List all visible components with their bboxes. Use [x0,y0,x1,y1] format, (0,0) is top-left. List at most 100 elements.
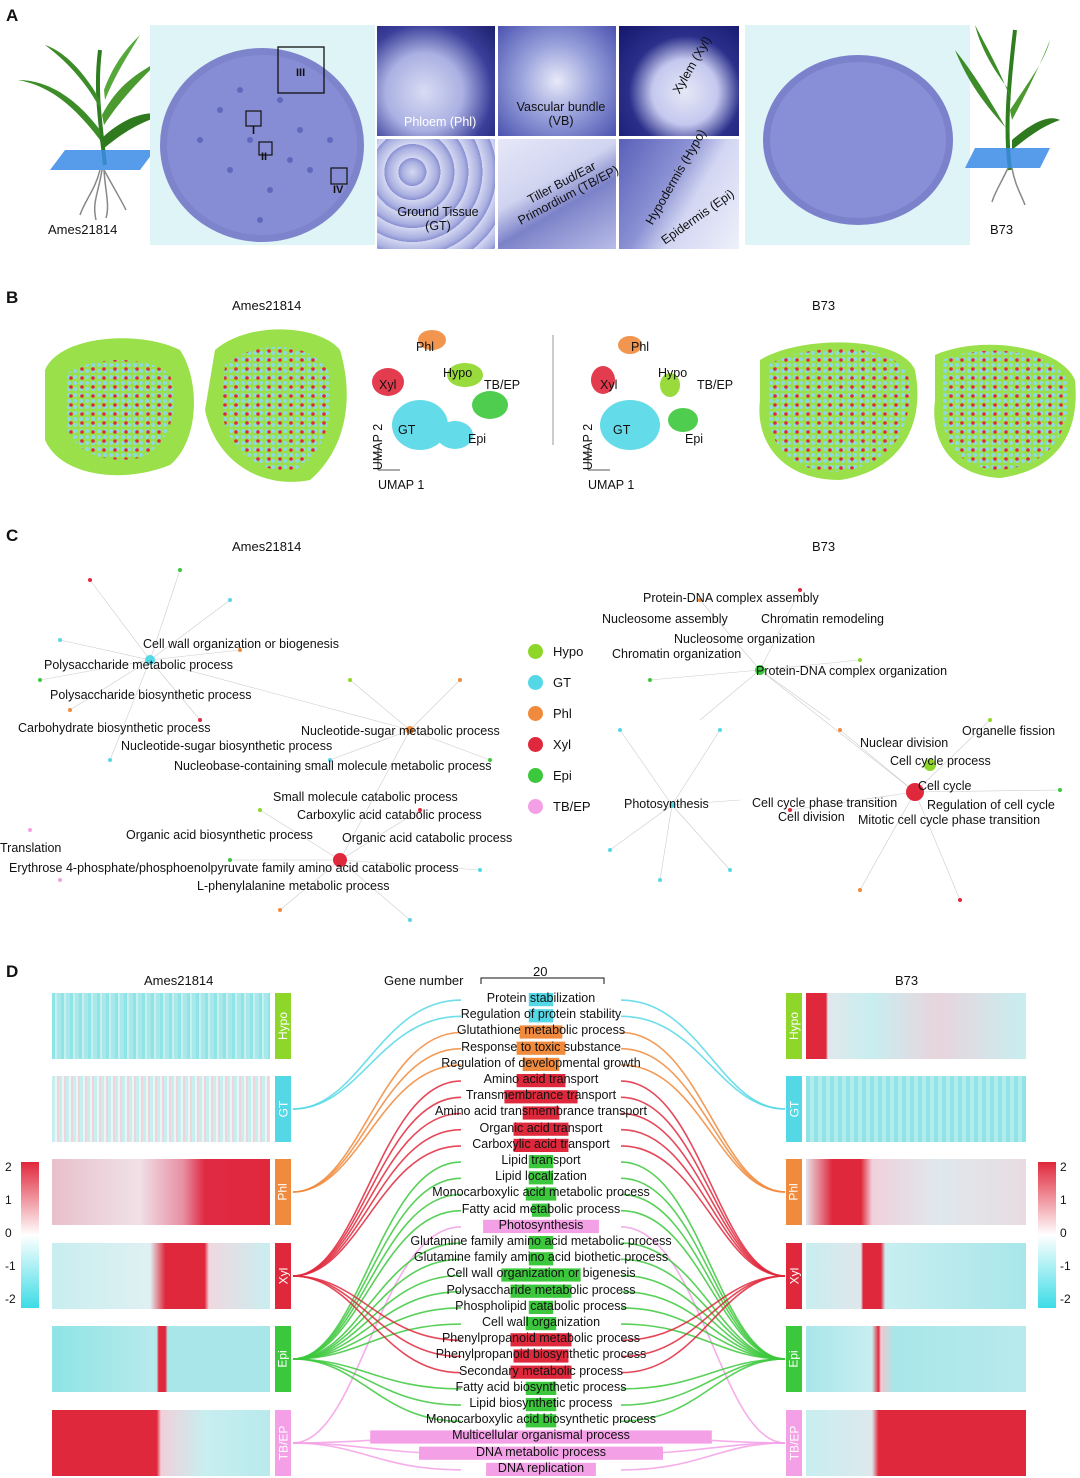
gene-number-bar [522,1057,560,1071]
colorbar-tick: -2 [5,1292,16,1306]
flow-curve-right [620,1193,786,1360]
c-term-organelle-fission: Organelle fission [962,724,1056,738]
ground-tissue-image [376,138,496,250]
panel-b-spatial [45,329,1076,482]
legend-item-tbep: TB/EP [528,791,591,822]
c-term-carboxylic-cat: Carboxylic acid catabolic process [297,808,482,822]
gene-number-bar [510,1365,572,1379]
colorbar-tick: 1 [5,1193,12,1207]
go-term-label: Protein stabilization [486,991,596,1005]
legend-label-hypo: Hypo [553,644,584,659]
go-term-label: DNA replication [497,1460,585,1475]
go-term-label: Response to toxic substance [461,1039,621,1054]
flow-curve-left [292,1031,462,1193]
go-term-label: Lipid localization [495,1169,587,1184]
flow-curve-left [292,1015,462,1110]
c-term-small-mol-cat: Small molecule catabolic process [273,790,458,804]
umap-gt-left: GT [398,423,416,437]
gene-number-bar [510,1284,572,1298]
umap-x-right: UMAP 1 [588,478,635,492]
vascular-bundle-image [497,25,617,137]
ames-plant-icon [18,35,165,221]
go-term-label: Carboxylic acid transport [472,1136,610,1151]
c-term-phenylalanine: L-phenylalanine metabolic process [197,879,390,893]
legend-label-gt: GT [553,675,572,690]
go-term-label: Phenylpropanoid biosynthetic process [435,1347,647,1362]
c-term-nucsugar-bio: Nucleotide-sugar biosynthetic process [121,739,333,753]
tiller-bud-image [497,138,617,250]
gene-number-bar [419,1446,663,1460]
go-term-label: Lipid transport [501,1153,581,1167]
c-term-reg-cell-cycle: Regulation of cell cycle [927,798,1055,812]
legend-label-xyl: Xyl [553,737,572,752]
flow-curve-left [292,1047,462,1193]
legend-label-phl: Phl [553,706,572,721]
flow-curve-left [292,1128,462,1277]
gene-number-bar [519,1025,563,1039]
go-term-label: Amino acid transmembrance transport [435,1104,647,1119]
flow-curve-left [292,1442,462,1471]
phloem-label: Phloem (Phl) [404,115,477,129]
c-term-polysacch-met: Polysaccharide metabolic process [44,658,233,672]
tag-right-tbep: TB/EP [786,1410,802,1476]
heatmap-right-xyl [806,1243,1026,1309]
roman-iii: III [296,67,306,79]
c-term-chromatin-remodeling: Chromatin remodeling [761,612,884,626]
legend-label-epi: Epi [553,768,572,783]
legend-item-phl: Phl [528,698,591,729]
go-term-label: Glutathione metabolic process [456,1023,626,1038]
flow-curve-left [292,1080,462,1277]
panel-c-right-title: B73 [812,539,836,554]
xylem-image [618,25,740,137]
go-term-label: Photosynthesis [498,1217,584,1232]
flow-curve-left [292,1193,462,1360]
legend-item-gt: GT [528,667,591,698]
umap-phl-right: Phl [631,340,650,354]
panel-b-letter: B [6,288,19,307]
c-term-nucleobase: Nucleobase-containing small molecule met… [174,759,492,773]
flow-curve-right [620,1177,786,1360]
go-term-label: Fatty acid metabolic process [461,1201,621,1216]
tag-right-gt: GT [786,1076,802,1142]
go-term-label: Glutamine family amino acid biothetic pr… [413,1250,669,1265]
gene-number-bar [528,1236,554,1250]
flow-curve-right [620,1323,786,1360]
flow-curve-left [292,1209,462,1360]
heatmap-left-tbep [52,1410,270,1476]
panel-a-illustration [18,25,1060,245]
heatmap-right-tbep [806,1410,1026,1476]
tag-left-epi: Epi [275,1326,291,1392]
flow-curve-left [292,1177,462,1360]
gene-number-label: Gene number [384,973,464,988]
go-term-label: Lipid biosynthetic process [469,1396,613,1410]
go-term-label: Multicellular organismal process [452,1428,630,1443]
c-term-translation: Translation [0,841,62,855]
panel-c-network [28,568,1062,922]
flow-curve-right [620,1015,786,1110]
flow-curve-left [292,1112,462,1277]
go-term-label: Monocarboxylic acid biosynthetic process [426,1412,656,1427]
heatmap-right-epi [806,1326,1026,1392]
legend-label-tbep: TB/EP [553,799,591,814]
umap-tbep-left: TB/EP [484,378,521,392]
tag-right-hypo: Hypo [786,993,802,1059]
vb-label: Vascular bundle (VB) [516,100,606,128]
go-term-label: DNA metabolic process [476,1444,606,1459]
gene-number-bar [528,1155,554,1169]
heatmap-left-hypo [52,993,270,1059]
legend-item-xyl: Xyl [528,729,591,760]
colorbar-tick: 0 [5,1226,12,1240]
gene-number-bar [528,1252,554,1266]
gene-number-bar [510,1333,572,1347]
flow-curve-right [620,1064,786,1193]
colorbar-tick: 1 [1060,1193,1067,1207]
go-term-label: Phospholipid catabolic process [455,1298,627,1313]
gene-number-bar [486,1462,596,1476]
c-term-mitotic-transition: Mitotic cell cycle phase transition [858,813,1041,827]
gene-number-bar [531,1203,551,1217]
flow-curve-right [620,1358,786,1423]
go-term-label: Transmembrance transport [465,1088,617,1103]
gene-number-bar [528,1171,554,1185]
colorbar-tick: -1 [5,1259,16,1273]
